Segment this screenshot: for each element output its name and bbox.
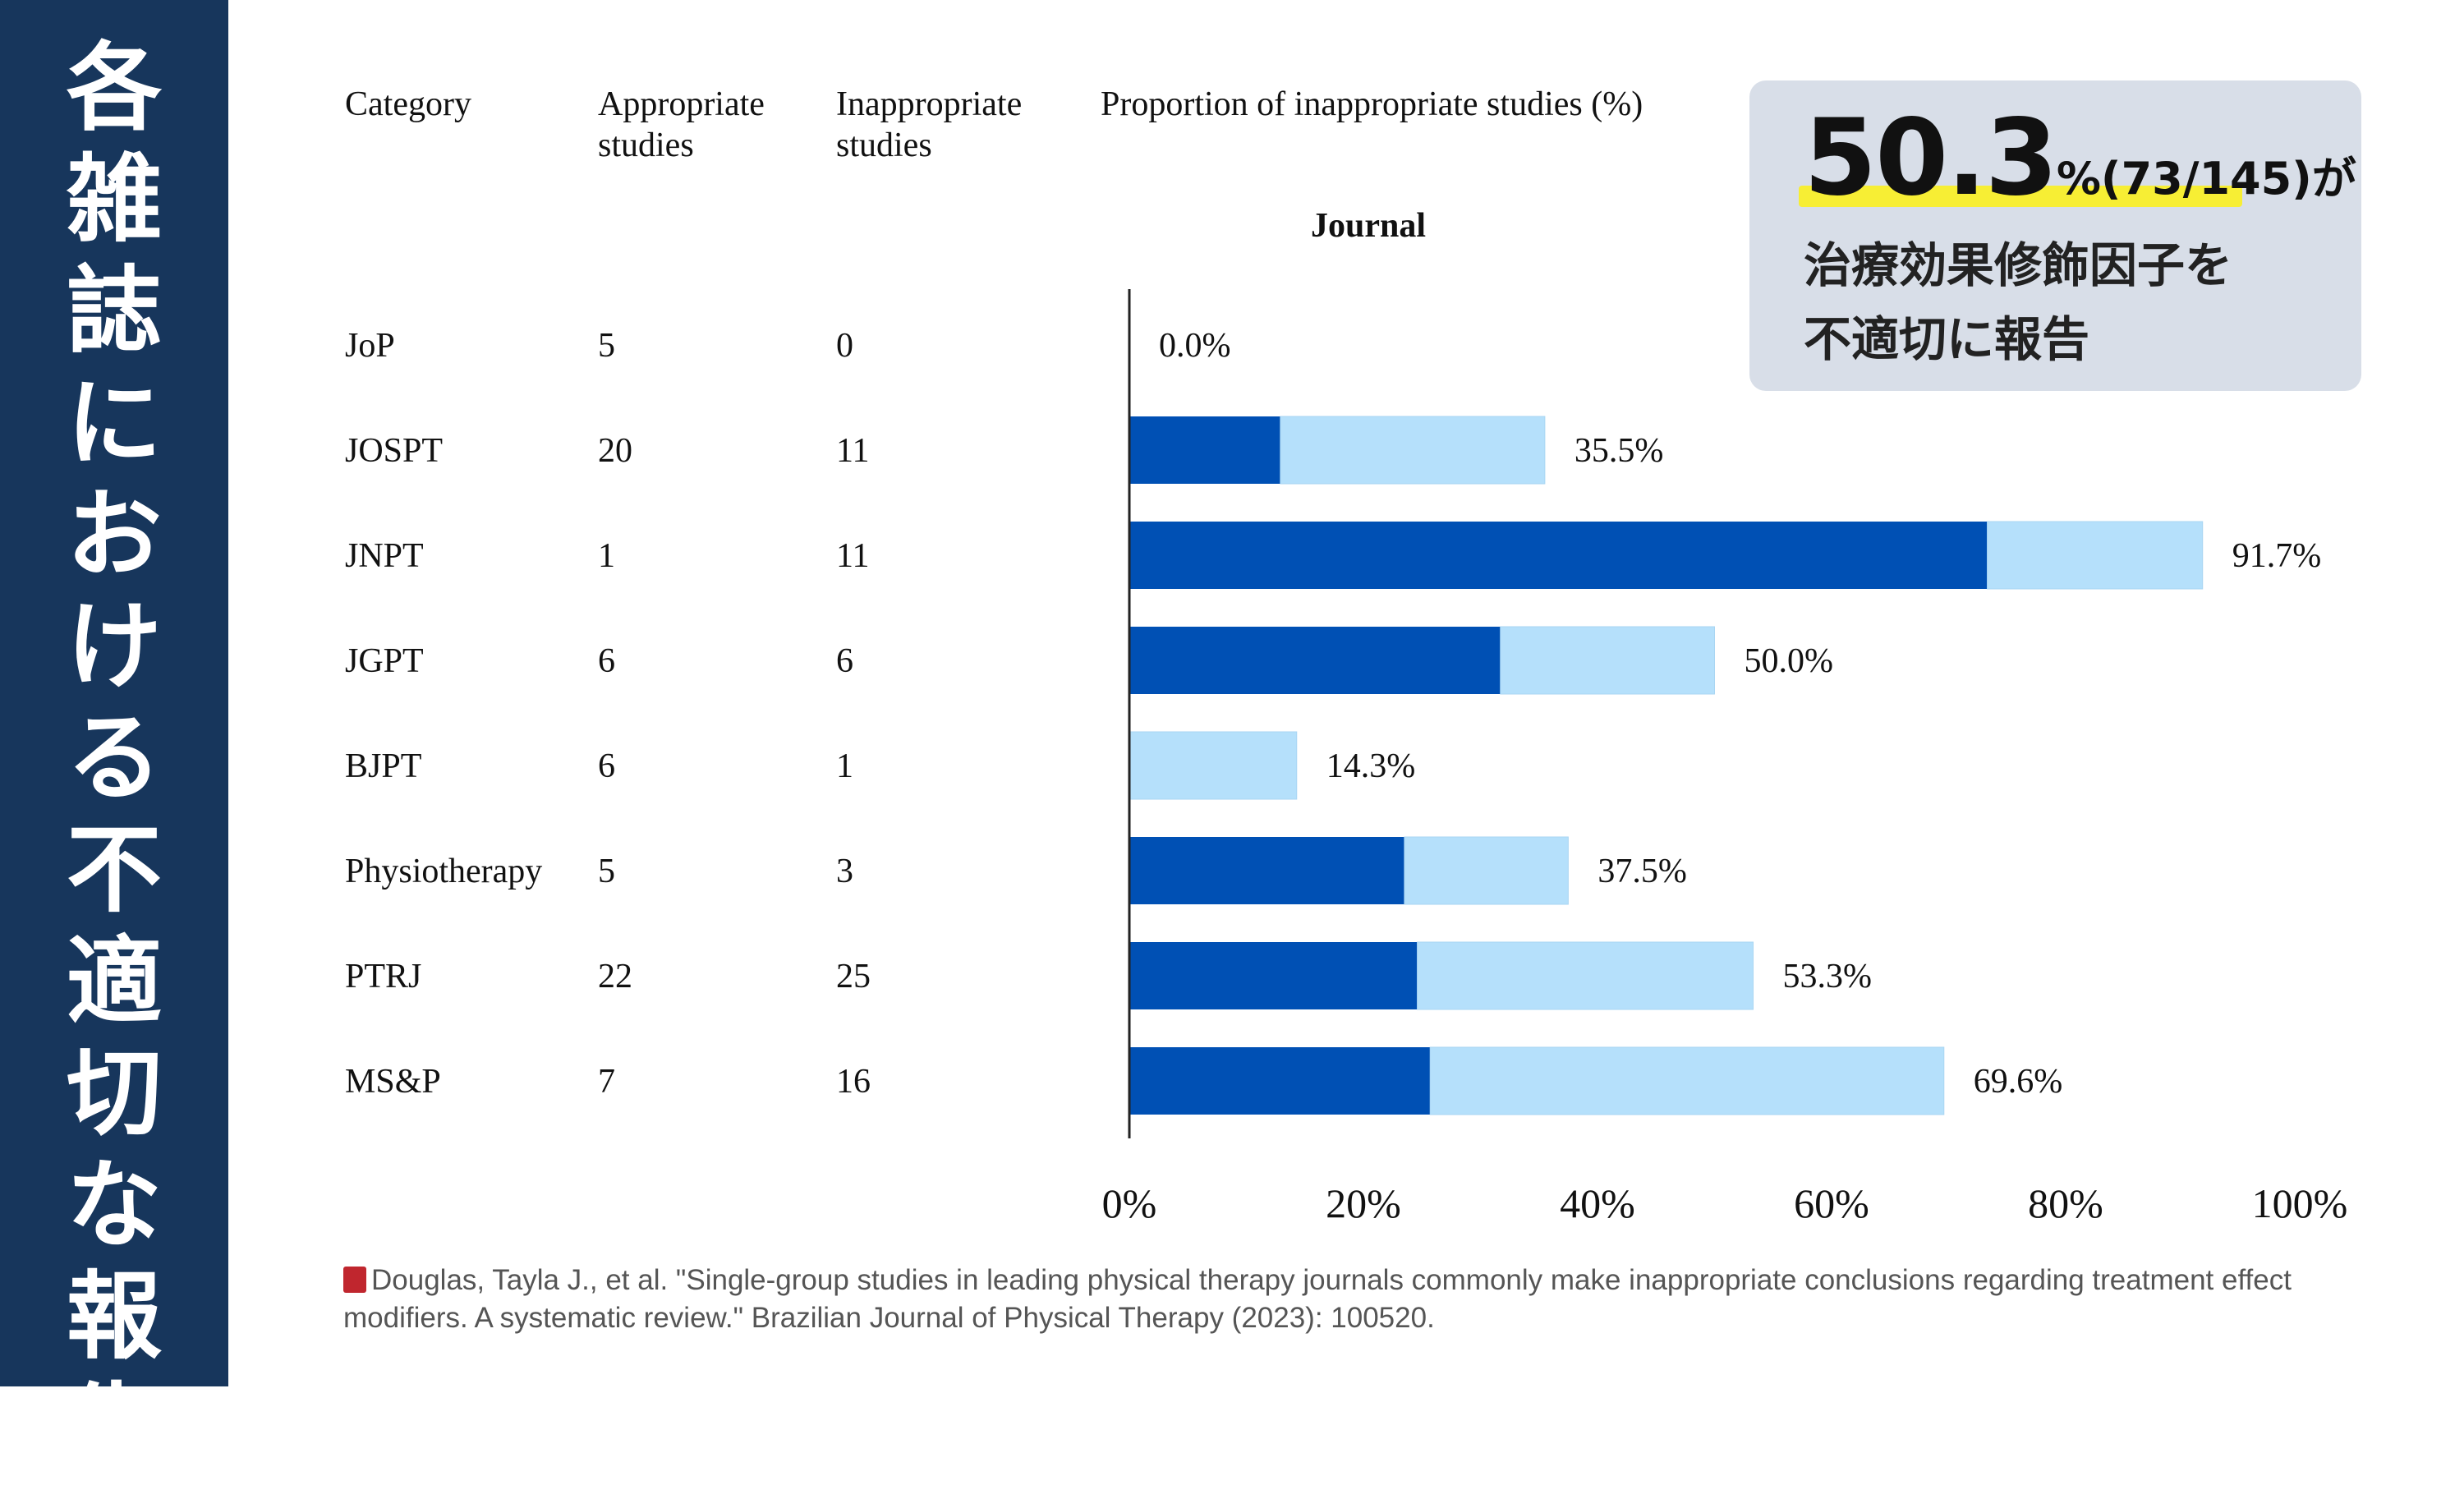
row-category: JGPT: [345, 642, 424, 680]
bar-dark-segment: [1129, 627, 1501, 694]
bar-data-label: 69.6%: [1974, 1063, 2063, 1101]
bar-dark-segment: [1129, 942, 1418, 1009]
x-tick-label: 80%: [2028, 1180, 2103, 1226]
bar-light-segment: [1429, 1046, 1945, 1115]
sidebar-title-char: 告: [67, 1373, 162, 1484]
row-inappropriate: 16: [836, 1063, 871, 1101]
callout-line-1: 治療効果修飾因子を: [1804, 237, 2233, 293]
header-inappropriate-line-1: Inappropriate: [836, 85, 1022, 123]
chart-title: Journal: [1311, 207, 1426, 245]
sidebar-title: 各雑誌における不適切な報告: [0, 33, 228, 1485]
citation-text: Douglas, Tayla J., et al. "Single-group …: [343, 1264, 2292, 1334]
header-appropriate-line-2: studies: [598, 126, 694, 164]
row-appropriate: 5: [598, 327, 615, 365]
sidebar-title-char: 各: [67, 33, 162, 144]
row-inappropriate: 1: [836, 747, 853, 785]
x-tick-label: 100%: [2252, 1180, 2348, 1226]
header-category: Category: [345, 85, 471, 123]
bar-series: [1129, 416, 2204, 1115]
sidebar-title-char: 切: [67, 1038, 162, 1149]
sidebar-title-char: け: [67, 591, 162, 702]
bar-data-label: 35.5%: [1574, 432, 1664, 470]
row-appropriate: 5: [598, 853, 615, 890]
chart: Category Appropriate studies Inappropria…: [345, 85, 2348, 1226]
bar-light-segment: [1500, 626, 1715, 695]
row-inappropriate: 0: [836, 327, 853, 365]
bar-light-segment: [1404, 836, 1569, 905]
callout-headline: 50.3%(73/145)が: [1804, 97, 2356, 219]
sidebar-title-char: 雑: [67, 145, 162, 255]
callout-box: 50.3%(73/145)が 治療効果修飾因子を 不適切に報告: [1749, 80, 2361, 391]
bar-data-label: 14.3%: [1326, 747, 1416, 785]
row-appropriate: 6: [598, 642, 615, 680]
chart-headers: Category Appropriate studies Inappropria…: [345, 85, 1643, 245]
sidebar-title-char: な: [67, 1150, 162, 1261]
sidebar-title-char: 適: [67, 926, 162, 1037]
bar-dark-segment: [1129, 416, 1280, 484]
row-category: BJPT: [345, 747, 421, 785]
row-inappropriate: 11: [836, 537, 869, 575]
bar-data-label: 53.3%: [1783, 958, 1873, 995]
bar-dark-segment: [1129, 1047, 1431, 1115]
sidebar-title-char: に: [67, 368, 162, 479]
bar-light-segment: [1280, 416, 1546, 485]
sidebar-title-char: 誌: [67, 256, 162, 367]
sidebar-title-char: 不: [67, 815, 162, 926]
bar-data-label: 37.5%: [1597, 853, 1687, 890]
callout-big-number: 50.3: [1804, 97, 2058, 219]
row-inappropriate: 25: [836, 958, 871, 995]
bar-data-label: 50.0%: [1745, 642, 1834, 680]
highlight-underline: [1799, 186, 2242, 207]
row-category: Physiotherapy: [345, 853, 542, 890]
header-proportion: Proportion of inappropriate studies (%): [1101, 85, 1643, 123]
x-tick-label: 60%: [1794, 1180, 1869, 1226]
x-axis-ticks: 0% 20% 40% 60% 80% 100%: [1102, 1180, 2348, 1226]
header-inappropriate-line-2: studies: [836, 126, 932, 164]
row-category: JNPT: [345, 537, 424, 575]
row-inappropriate: 11: [836, 432, 869, 470]
bar-light-segment: [1987, 521, 2204, 590]
bar-data-label: 91.7%: [2232, 537, 2322, 575]
row-appropriate: 7: [598, 1063, 615, 1101]
bar-dark-segment: [1129, 837, 1404, 904]
header-appropriate-line-1: Appropriate: [598, 85, 765, 123]
row-appropriate: 1: [598, 537, 615, 575]
row-category: JoP: [345, 327, 395, 365]
sidebar-title-char: 報: [67, 1262, 162, 1372]
x-tick-label: 20%: [1326, 1180, 1401, 1226]
row-appropriate: 20: [598, 432, 632, 470]
callout-suffix: が: [2311, 153, 2356, 205]
citation: Douglas, Tayla J., et al. "Single-group …: [343, 1262, 2372, 1337]
row-category: MS&P: [345, 1063, 441, 1101]
data-labels: 0.0% 35.5% 91.7% 50.0% 14.3% 37.5% 53.3% 69.6%: [1159, 327, 2321, 1101]
x-tick-label: 0%: [1102, 1180, 1157, 1226]
row-inappropriate: 3: [836, 853, 853, 890]
bar-data-label: 0.0%: [1159, 327, 1231, 365]
sidebar-title-char: お: [67, 480, 162, 591]
bar-light-segment: [1417, 941, 1754, 1010]
row-appropriate: 22: [598, 958, 632, 995]
row-category: JOSPT: [345, 432, 443, 470]
book-icon: [343, 1267, 366, 1293]
x-tick-label: 40%: [1560, 1180, 1635, 1226]
sidebar-title-char: る: [67, 703, 162, 814]
bar-dark-segment: [1129, 522, 1988, 589]
callout-count: %(73/145): [2056, 153, 2312, 205]
sidebar: 各雑誌における不適切な報告: [0, 0, 228, 1484]
row-category: PTRJ: [345, 958, 421, 995]
bar-light-segment: [1129, 731, 1298, 800]
row-appropriate: 6: [598, 747, 615, 785]
callout-line-2: 不適切に報告: [1804, 311, 2090, 367]
row-inappropriate: 6: [836, 642, 853, 680]
